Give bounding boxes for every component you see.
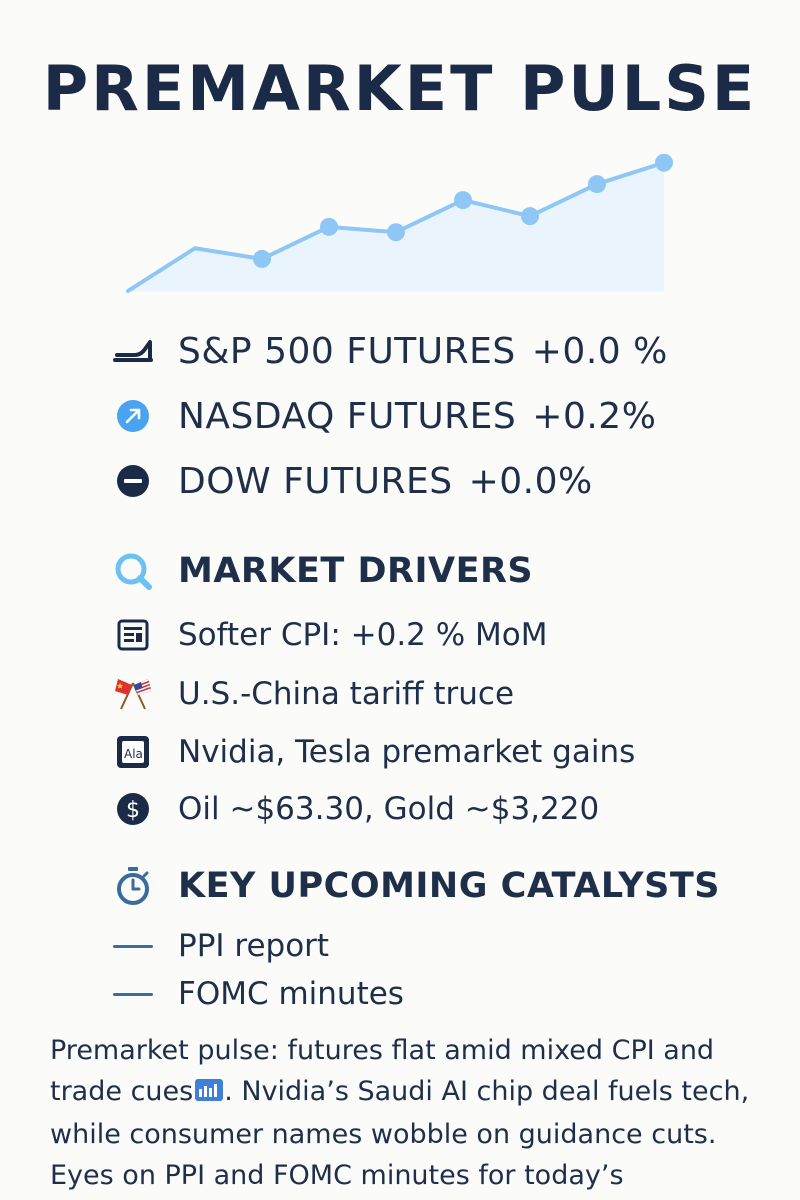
dollar-circle-icon: $ <box>112 788 154 830</box>
catalyst-text: FOMC minutes <box>178 976 404 1012</box>
section-heading: KEY UPCOMING CATALYSTS <box>178 866 720 906</box>
summary-paragraph: Premarket pulse: futures flat amid mixed… <box>50 1030 780 1196</box>
driver-item-tariff: U.S.-China tariff truce <box>112 673 514 715</box>
up-arrow-circle-icon <box>112 395 154 437</box>
futures-change: +0.2% <box>532 395 657 437</box>
ai-chip-icon: Ala <box>112 731 154 773</box>
dash-icon <box>112 925 154 967</box>
chart-point <box>588 175 606 194</box>
futures-row-dow: DOW FUTURES +0.0% <box>112 460 593 502</box>
minus-circle-icon <box>112 460 154 502</box>
catalyst-item-fomc: FOMC minutes <box>112 973 404 1015</box>
chart-point <box>655 153 673 172</box>
bar-chart-icon <box>194 1073 224 1114</box>
driver-text: Nvidia, Tesla premarket gains <box>178 734 636 770</box>
futures-change: +0.0% <box>468 460 593 502</box>
svg-text:Ala: Ala <box>124 747 143 761</box>
futures-label: NASDAQ FUTURES <box>178 395 517 437</box>
catalyst-item-ppi: PPI report <box>112 925 329 967</box>
futures-row-sp500: S&P 500 FUTURES +0.0 % <box>112 330 668 372</box>
futures-change: +0.0 % <box>531 330 668 372</box>
svg-text:$: $ <box>126 798 140 823</box>
chart-point <box>387 223 405 242</box>
dash-icon <box>112 973 154 1015</box>
search-icon <box>112 550 154 592</box>
catalysts-heading: KEY UPCOMING CATALYSTS <box>112 865 720 907</box>
section-heading: MARKET DRIVERS <box>178 551 534 591</box>
chart-point <box>253 249 271 268</box>
driver-item-cpi: Softer CPI: +0.2 % MoM <box>112 614 548 656</box>
futures-row-nasdaq: NASDAQ FUTURES +0.2% <box>112 395 656 437</box>
trend-line-chart <box>126 153 673 293</box>
chart-point <box>521 207 539 226</box>
futures-label: DOW FUTURES <box>178 460 453 502</box>
market-drivers-heading: MARKET DRIVERS <box>112 550 533 592</box>
chart-point <box>320 217 338 236</box>
driver-text: Softer CPI: +0.2 % MoM <box>178 617 548 653</box>
catalyst-text: PPI report <box>178 928 330 964</box>
summary-part-2: . Nvidia’s Saudi AI chip deal fuels tech… <box>50 1076 750 1191</box>
report-icon <box>112 614 154 656</box>
driver-text: Oil ~$63.30, Gold ~$3,220 <box>178 791 600 827</box>
chart-point <box>454 191 472 210</box>
driver-text: U.S.-China tariff truce <box>178 676 515 712</box>
summary-part-1: Premarket pulse: futures flat amid mixed… <box>50 1035 715 1107</box>
stopwatch-icon <box>112 865 154 907</box>
driver-item-commodities: $ Oil ~$63.30, Gold ~$3,220 <box>112 788 599 830</box>
crossed-flags-icon <box>112 673 154 715</box>
trend-bar-icon <box>112 330 154 372</box>
driver-item-nvidia-tesla: Ala Nvidia, Tesla premarket gains <box>112 731 635 773</box>
page-title: PREMARKET PULSE <box>42 52 758 125</box>
futures-label: S&P 500 FUTURES <box>178 330 516 372</box>
